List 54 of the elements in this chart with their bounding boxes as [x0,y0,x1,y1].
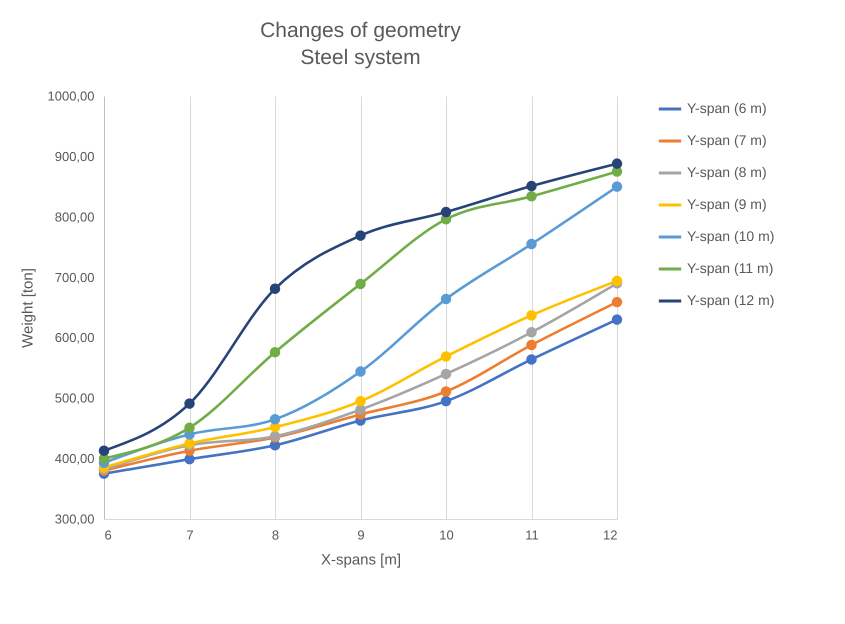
y-tick-label: 1000,00 [48,88,94,104]
chart-subtitle: Steel system [300,46,421,69]
x-tick-label: 7 [186,528,194,542]
point [612,296,622,308]
x-tick-label: 9 [357,528,365,542]
point [526,310,537,321]
x-tick-label: 10 [439,528,454,542]
legend-label: Y-span (8 m) [687,164,767,180]
point [526,238,537,250]
point [440,351,452,362]
point [526,180,537,192]
point [612,314,622,325]
legend-label: Y-span (10 m) [687,228,774,244]
point [612,158,622,169]
point [612,276,622,286]
point [526,191,537,202]
point [526,327,537,338]
point [440,368,452,380]
x-tick-label: 12 [603,528,618,542]
point [440,386,452,397]
y-tick-label: 400,00 [54,451,94,466]
y-tick-label: 700,00 [54,270,94,285]
y-tick-label: 300,00 [54,512,94,526]
x-axis-title: X-spans [m] [320,552,402,568]
y-tick-label: 900,00 [54,148,94,164]
point [526,340,537,350]
point [440,396,452,406]
point [184,422,195,433]
point [355,396,366,406]
point [270,284,280,294]
point [440,294,452,304]
x-tick-label: 8 [272,528,280,542]
legend-label: Y-span (6 m) [687,100,767,116]
x-tick-label: 6 [104,528,112,542]
y-tick-label: 500,00 [54,390,94,406]
point [184,398,195,409]
legend-label: Y-span (11 m) [687,260,774,276]
point [270,414,280,425]
y-axis-title: Weight [ton] [20,268,37,348]
point [526,354,537,365]
chart-title: Changes of geometry [260,19,462,42]
legend-label: Y-span (12 m) [687,292,774,308]
y-tick-label: 600,00 [54,330,94,346]
point [355,278,366,290]
point [270,346,280,358]
legend-label: Y-span (9 m) [687,196,767,212]
point [440,206,452,218]
x-tick-label: 11 [525,528,539,542]
legend-label: Y-span (7 m) [687,132,767,148]
point [355,230,366,241]
point [612,181,622,192]
point [98,445,110,456]
y-tick-label: 800,00 [54,209,94,224]
point [355,366,366,377]
